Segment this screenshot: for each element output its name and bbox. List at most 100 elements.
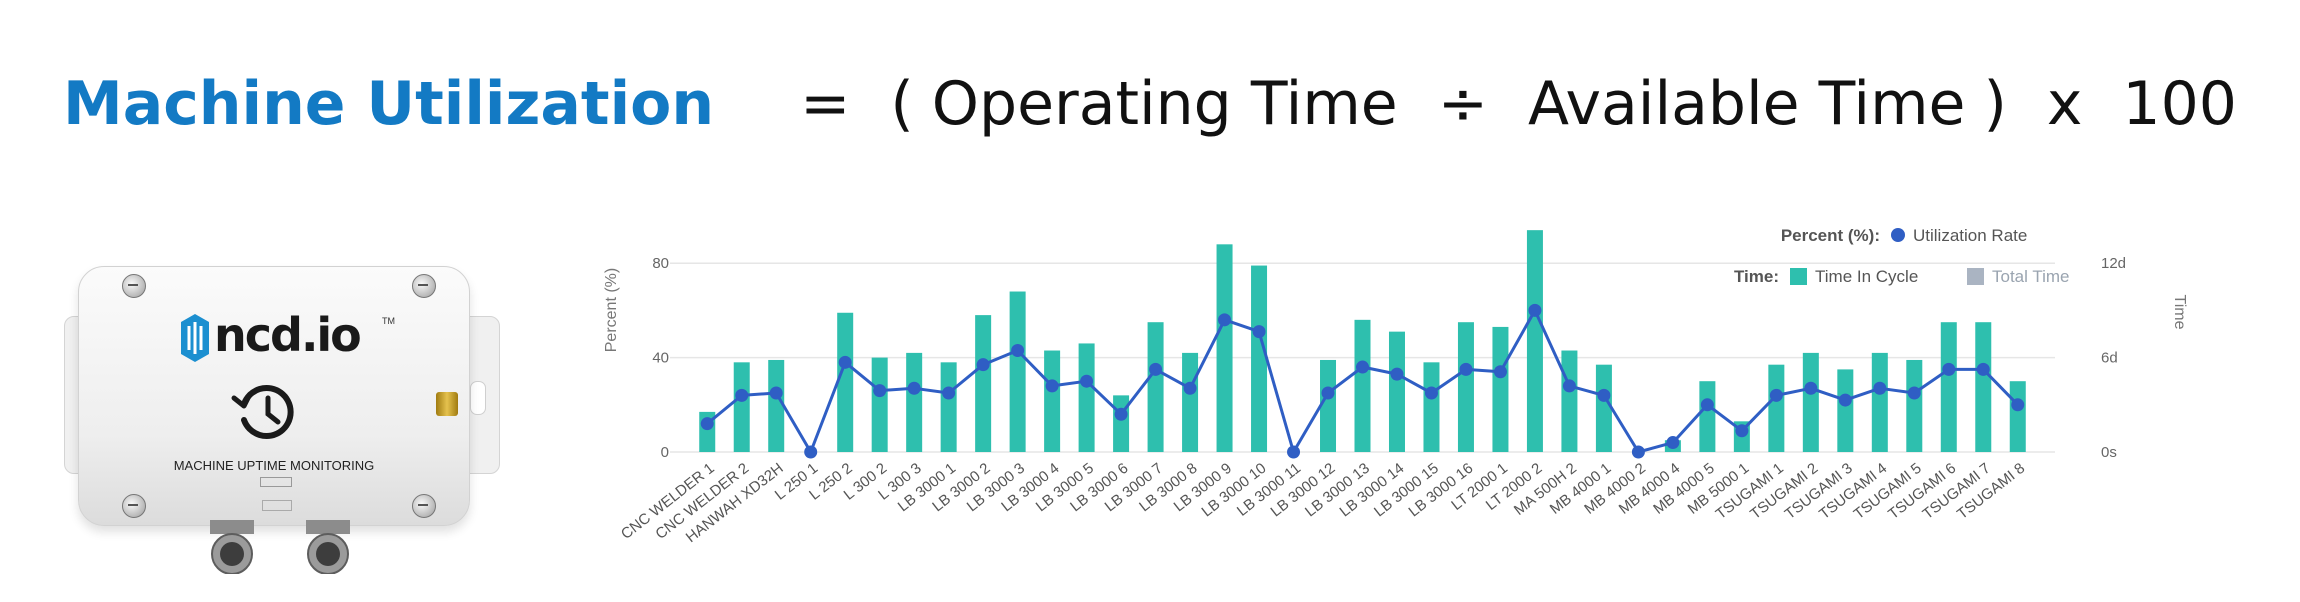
line-point[interactable] (2011, 398, 2025, 412)
line-point[interactable] (1562, 379, 1576, 393)
line-point[interactable] (1873, 381, 1887, 395)
bar[interactable] (1871, 352, 1888, 452)
line-point[interactable] (1252, 325, 1266, 339)
clock-rewind-icon (231, 385, 294, 439)
legend-time-in-cycle[interactable]: Time In Cycle (1815, 267, 1918, 286)
bar[interactable] (1802, 352, 1819, 452)
line-point[interactable] (1183, 381, 1197, 395)
line-point[interactable] (1769, 388, 1783, 402)
line-point[interactable] (1666, 436, 1680, 450)
line-point[interactable] (1631, 445, 1645, 459)
line-point[interactable] (873, 384, 887, 398)
bar[interactable] (2009, 381, 2026, 452)
bar[interactable] (1009, 291, 1026, 452)
line-point[interactable] (838, 355, 852, 369)
bar[interactable] (1182, 352, 1199, 452)
legend-bar-swatch[interactable] (1790, 268, 1807, 285)
antenna-connector (436, 392, 458, 416)
line-point[interactable] (1287, 445, 1301, 459)
line-point[interactable] (1321, 386, 1335, 400)
bar[interactable] (1113, 395, 1130, 452)
line-point[interactable] (700, 417, 714, 431)
line-point[interactable] (1700, 398, 1714, 412)
bar[interactable] (1078, 343, 1095, 452)
bar[interactable] (768, 359, 785, 452)
bar[interactable] (906, 352, 923, 452)
formula-multiplier: 100 (2122, 69, 2237, 139)
trademark: TM (382, 316, 395, 326)
line-point[interactable] (769, 386, 783, 400)
bar[interactable] (1216, 244, 1233, 452)
bar[interactable] (1906, 359, 1923, 452)
y-tick-label: 40 (652, 350, 669, 367)
connector-right-icon (306, 520, 350, 574)
line-point[interactable] (1976, 362, 1990, 376)
bar[interactable] (1975, 322, 1992, 452)
line-point[interactable] (1942, 362, 1956, 376)
bar[interactable] (1561, 350, 1578, 452)
screw-icon (122, 494, 146, 518)
line-point[interactable] (1011, 344, 1025, 358)
bar[interactable] (1837, 369, 1854, 452)
bar[interactable] (1492, 326, 1509, 452)
formula-denominator: Available Time (1527, 69, 1966, 139)
bar[interactable] (1044, 350, 1061, 452)
bar[interactable] (1354, 319, 1371, 452)
line-point[interactable] (1597, 388, 1611, 402)
line-point[interactable] (1114, 407, 1128, 421)
bar[interactable] (837, 312, 854, 452)
line-point[interactable] (942, 386, 956, 400)
bar[interactable] (975, 315, 992, 452)
line-point[interactable] (735, 388, 749, 402)
y2-tick-label: 6d (2101, 350, 2118, 367)
line-point[interactable] (1045, 379, 1059, 393)
legend-utilization-rate[interactable]: Utilization Rate (1913, 226, 2027, 245)
bar[interactable] (1388, 331, 1405, 452)
bar[interactable] (1251, 265, 1268, 452)
line-point[interactable] (804, 445, 818, 459)
bar[interactable] (1457, 322, 1474, 452)
legend-time-label: Time: (1734, 267, 1779, 286)
bar[interactable] (1595, 364, 1612, 452)
bar[interactable] (1147, 322, 1164, 452)
line-point[interactable] (1218, 313, 1232, 327)
line-point[interactable] (1390, 367, 1404, 381)
bar[interactable] (871, 357, 888, 452)
line-point[interactable] (1356, 360, 1369, 374)
line-point[interactable] (1907, 386, 1921, 400)
bar[interactable] (1320, 359, 1337, 452)
line-point[interactable] (976, 358, 990, 372)
line-point[interactable] (1080, 374, 1094, 388)
legend-total-time[interactable]: Total Time (1992, 267, 2069, 286)
line-point[interactable] (907, 381, 921, 395)
line-point[interactable] (1149, 362, 1163, 376)
line-point[interactable] (1424, 386, 1438, 400)
bar[interactable] (1526, 230, 1543, 452)
cert-badge (262, 500, 292, 511)
bar[interactable] (733, 362, 750, 452)
screw-icon (412, 274, 436, 298)
formula-highlight: Machine Utilization (63, 69, 715, 139)
bar[interactable] (1940, 322, 1957, 452)
line-point[interactable] (1528, 303, 1542, 317)
y2-tick-label: 0s (2101, 444, 2117, 461)
line-point[interactable] (1459, 362, 1473, 376)
divide-sign: ÷ (1437, 69, 1488, 139)
legend-line-swatch[interactable] (1891, 228, 1905, 242)
line-point[interactable] (1838, 393, 1852, 407)
line-point[interactable] (1804, 381, 1818, 395)
bar[interactable] (1699, 381, 1716, 452)
times-sign: x (2046, 69, 2083, 139)
bar[interactable] (940, 362, 957, 452)
line-point[interactable] (1493, 365, 1507, 379)
y2-axis-title: Time (2171, 295, 2188, 330)
y-tick-label: 80 (652, 255, 669, 272)
legend-total-time-swatch[interactable] (1967, 268, 1984, 285)
bar[interactable] (1423, 362, 1440, 452)
chart-legend: Percent (%): Utilization Rate Time: Time… (1734, 226, 2070, 286)
line-point[interactable] (1735, 424, 1749, 438)
y2-tick-label: 12d (2101, 255, 2126, 272)
bar[interactable] (1768, 364, 1785, 452)
